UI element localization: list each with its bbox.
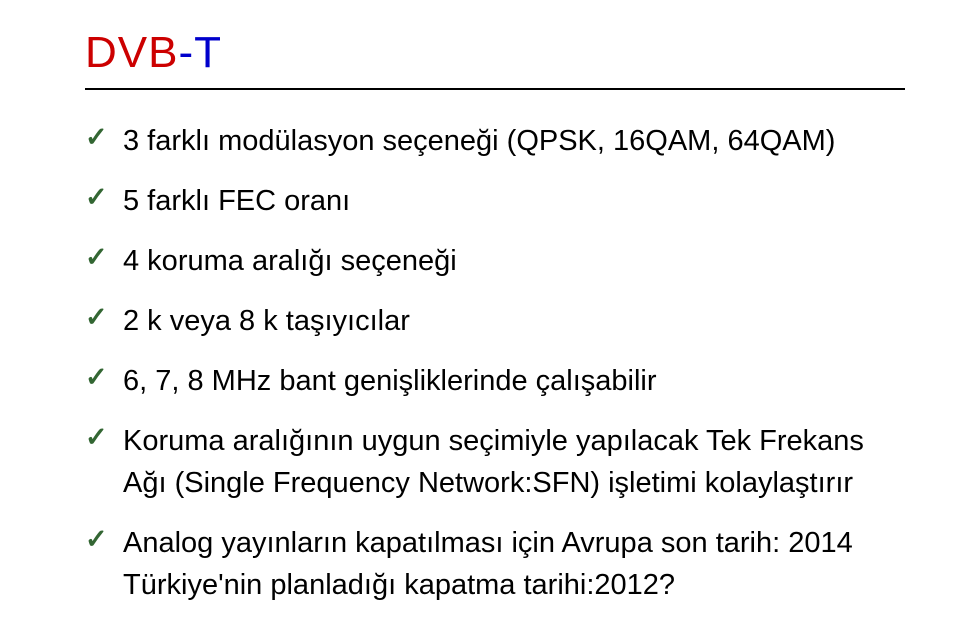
check-icon: ✓	[85, 526, 108, 553]
title-part-t: T	[194, 28, 222, 77]
bullet-text: 3 farklı modülasyon seçeneği (QPSK, 16QA…	[123, 125, 835, 157]
title-part-dvb: DVB	[85, 28, 178, 77]
list-item: ✓ 4 koruma aralığı seçeneği	[85, 240, 905, 282]
check-icon: ✓	[85, 124, 108, 151]
bullet-text: 2 k veya 8 k taşıyıcılar	[123, 305, 410, 337]
check-icon: ✓	[85, 364, 108, 391]
title-wrap: DVB-T	[85, 28, 905, 90]
bullet-text: Analog yayınların kapatılması için Avrup…	[123, 527, 853, 601]
check-icon: ✓	[85, 304, 108, 331]
check-icon: ✓	[85, 184, 108, 211]
title-underline	[85, 88, 905, 90]
bullet-text: Koruma aralığının uygun seçimiyle yapıla…	[123, 425, 864, 499]
list-item: ✓ 2 k veya 8 k taşıyıcılar	[85, 300, 905, 342]
bullet-text: 6, 7, 8 MHz bant genişliklerinde çalışab…	[123, 365, 657, 397]
bullet-text: 5 farklı FEC oranı	[123, 185, 350, 217]
list-item: ✓ Analog yayınların kapatılması için Avr…	[85, 522, 905, 606]
list-item: ✓ 6, 7, 8 MHz bant genişliklerinde çalış…	[85, 360, 905, 402]
slide: DVB-T ✓ 3 farklı modülasyon seçeneği (QP…	[0, 0, 960, 639]
title-part-dash: -	[178, 28, 194, 77]
slide-title: DVB-T	[85, 28, 905, 78]
check-icon: ✓	[85, 244, 108, 271]
list-item: ✓ 5 farklı FEC oranı	[85, 180, 905, 222]
list-item: ✓ 3 farklı modülasyon seçeneği (QPSK, 16…	[85, 120, 905, 162]
bullet-text: 4 koruma aralığı seçeneği	[123, 245, 457, 277]
bullet-list: ✓ 3 farklı modülasyon seçeneği (QPSK, 16…	[85, 120, 905, 606]
check-icon: ✓	[85, 424, 108, 451]
list-item: ✓ Koruma aralığının uygun seçimiyle yapı…	[85, 420, 905, 504]
